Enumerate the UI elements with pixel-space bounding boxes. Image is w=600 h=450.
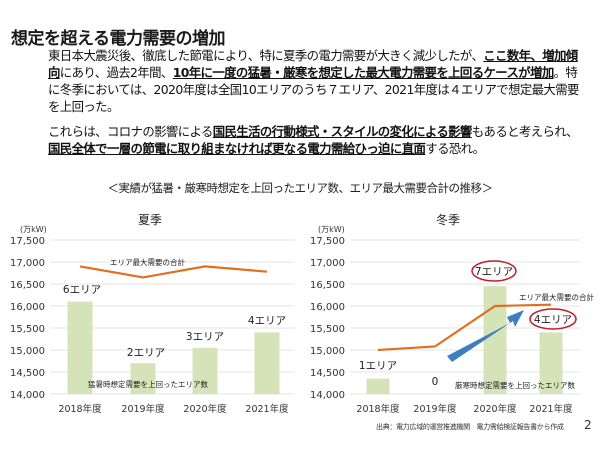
chart-title: 冬季 [436, 212, 460, 227]
y-tick: 14,500 [10, 368, 45, 379]
text: する恐れ。 [425, 141, 485, 156]
text: 。特に冬季においては、2020年度は全国10エリアのうち７エリア、2021年度は… [48, 65, 579, 114]
bar [254, 332, 280, 394]
bar-series-label: 厳寒時想定需要を上回ったエリア数 [455, 380, 575, 390]
x-tick: 2019年度 [121, 403, 165, 415]
emphasis: ここ数年、増加傾向 [48, 48, 578, 80]
x-tick: 2020年度 [473, 403, 517, 415]
y-tick: 17,000 [310, 258, 345, 269]
x-tick: 2019年度 [413, 403, 457, 415]
y-tick: 16,500 [310, 280, 345, 291]
emphasis: 国民全体で一層の節電に取り組まなければ更なる電力需給ひっ迫に直面 [48, 141, 426, 156]
y-tick: 15,000 [310, 346, 345, 357]
highlight-circle [529, 308, 577, 330]
page-number: 2 [584, 418, 592, 432]
bar [366, 378, 390, 394]
bar [192, 347, 218, 394]
y-tick: 17,500 [310, 236, 345, 247]
y-tick: 14,500 [310, 368, 345, 379]
text: これらは、コロナの影響による [48, 124, 213, 139]
bar-data-label: 4エリア [534, 314, 572, 326]
bar-data-label: 6エリア [63, 284, 101, 296]
y-tick: 14,000 [310, 390, 345, 401]
highlight-circle [471, 260, 517, 282]
bar-data-label: 4エリア [248, 315, 286, 327]
y-tick: 16,500 [10, 280, 45, 291]
trend-arrow-icon [447, 310, 524, 362]
bar-data-label: 7エリア [475, 266, 513, 278]
emphasis: 10年に一度の猛暑・厳寒を想定した最大電力需要を上回るケースが増加 [172, 65, 555, 80]
paragraph-2: これらは、コロナの影響による国民生活の行動様式・スタイルの変化による影響もあると… [48, 123, 588, 157]
y-tick: 14,000 [10, 390, 45, 401]
x-tick: 2021年度 [529, 403, 573, 415]
bar-data-label: 0 [432, 376, 439, 388]
y-tick: 15,500 [10, 324, 45, 335]
y-tick: 15,000 [10, 346, 45, 357]
bar-data-label: 2エリア [127, 347, 165, 359]
bar [67, 301, 93, 394]
y-tick: 17,500 [10, 236, 45, 247]
line-series [377, 303, 552, 352]
chart-header: ＜実績が猛暑・厳寒時想定を上回ったエリア数、エリア最大需要合計の推移＞ [107, 181, 494, 195]
x-tick: 2018年度 [58, 403, 102, 415]
bar-data-label: 3エリア [186, 331, 224, 343]
chart-title: 夏季 [138, 213, 162, 227]
bar [539, 332, 563, 394]
y-tick: 17,000 [10, 258, 45, 269]
y-tick: 16,000 [10, 302, 45, 313]
bar-data-label: 1エリア [359, 360, 397, 372]
emphasis: 国民生活の行動様式・スタイルの変化による影響 [212, 124, 473, 139]
text: もあると考えられ、 [471, 124, 579, 139]
page-title: 想定を超える電力需要の増加 [11, 29, 226, 49]
text: 東日本大震災後、徹底した節電により、特に夏季の電力需要が大きく減少したが、 [48, 48, 484, 63]
line-series-label: エリア最大需要の合計 [519, 292, 594, 302]
bar [130, 363, 156, 394]
bar-series-label: 猛暑時想定需要を上回ったエリア数 [88, 379, 208, 389]
x-tick: 2018年度 [356, 403, 400, 415]
y-unit-label: (万kW) [20, 225, 47, 234]
line-series-label: エリア最大需要の合計 [110, 257, 185, 267]
paragraph-1: 東日本大震災後、徹底した節電により、特に夏季の電力需要が大きく減少したが、ここ数… [48, 47, 588, 115]
y-tick: 16,000 [310, 302, 345, 313]
x-tick: 2020年度 [183, 403, 227, 415]
y-unit-label: (万kW) [318, 225, 345, 234]
bar [483, 286, 507, 394]
source-note: 出典：電力広域的運営推進機関 電力需給検証報告書から作成 [376, 423, 564, 431]
line-series [79, 265, 268, 279]
x-tick: 2021年度 [245, 403, 289, 415]
y-tick: 15,500 [310, 324, 345, 335]
text: にあり、過去2年間、 [59, 65, 174, 80]
